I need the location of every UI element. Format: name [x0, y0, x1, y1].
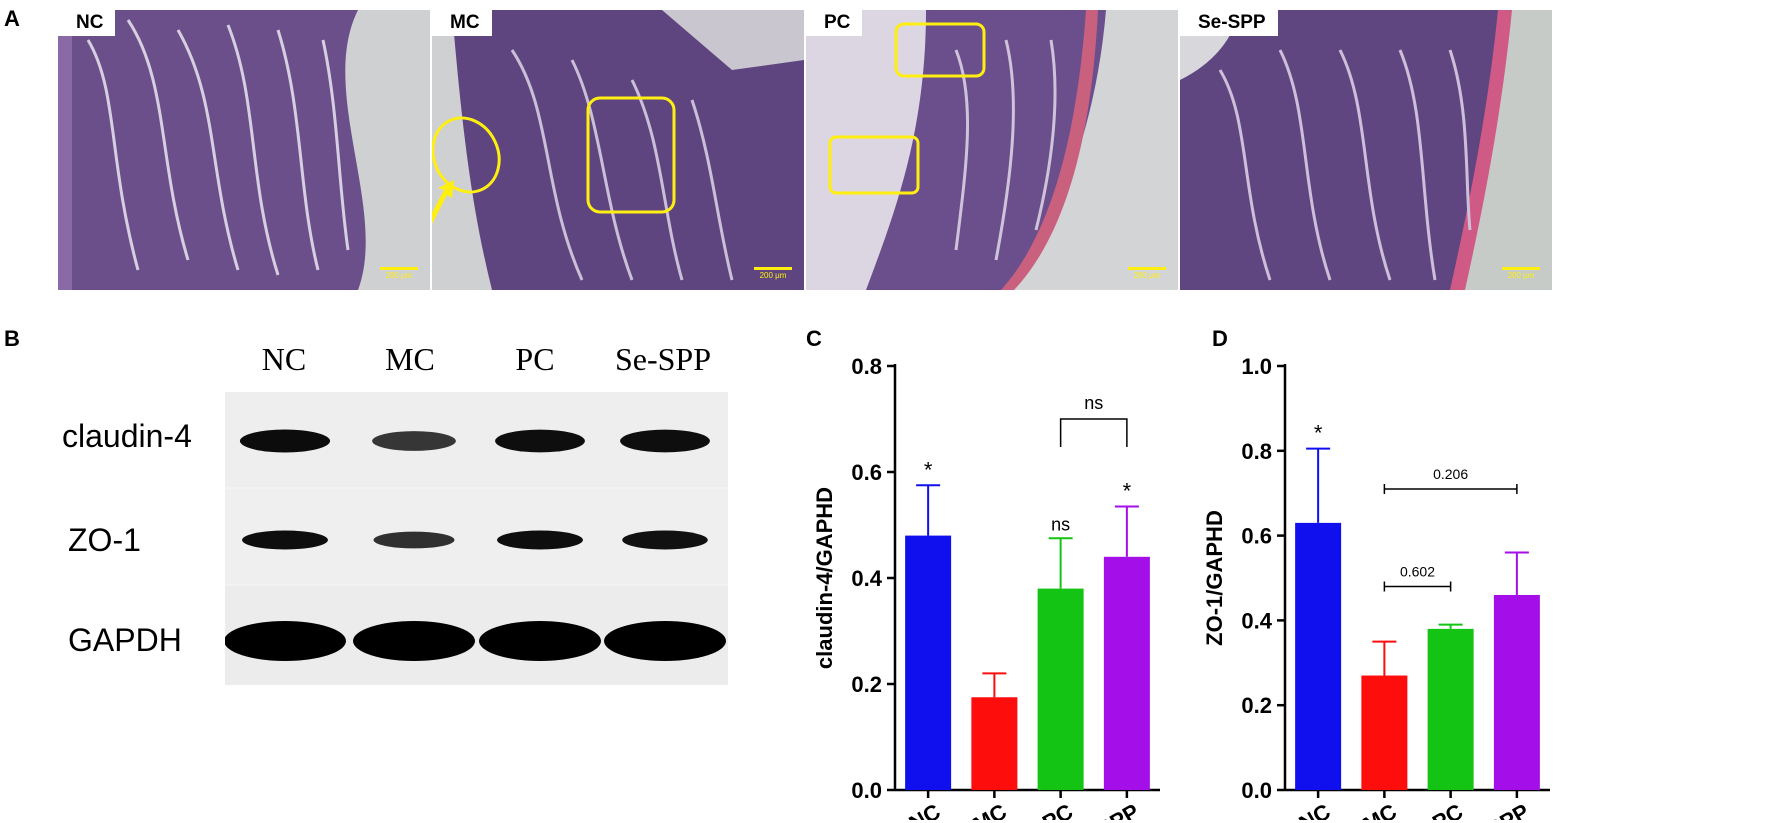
- comparison-label-1: 0.206: [1433, 466, 1468, 482]
- y-tick-label: 0.4: [851, 566, 882, 591]
- x-tick-label-se-spp: Se-SPP: [1063, 799, 1143, 820]
- y-axis-label: claudin-4/GAPHD: [812, 487, 837, 669]
- western-blot-image: [225, 392, 728, 685]
- x-tick-label-mc: MC: [969, 799, 1011, 820]
- bar-nc: [1295, 522, 1342, 790]
- bar-pc: [1427, 628, 1474, 790]
- y-axis-label: ZO-1/GAPHD: [1202, 510, 1227, 646]
- histology-label-pc: PC: [806, 10, 863, 36]
- y-tick-label: 0.6: [851, 460, 882, 485]
- annotation-nc: *: [1314, 421, 1323, 446]
- y-tick-label: 0.2: [851, 672, 882, 697]
- wb-lane-label-mc: MC: [385, 341, 435, 377]
- bar-se-spp: [1493, 594, 1540, 790]
- x-tick-label-se-spp: Se-SPP: [1453, 799, 1533, 820]
- bar-mc: [1361, 675, 1408, 790]
- panel-label-a: A: [4, 6, 20, 31]
- scale-bar-mc: 200 μm: [754, 267, 792, 280]
- wb-lane-label-pc: PC: [515, 341, 555, 377]
- band-gapdh-mc: [353, 621, 475, 661]
- histology-label-nc: NC: [58, 10, 116, 36]
- annotation-se-spp: *: [1123, 478, 1132, 503]
- y-tick-label: 1.0: [1241, 354, 1272, 379]
- band-zo-1-se-spp: [622, 530, 708, 550]
- histology-image-nc: NC 200 μm: [58, 10, 430, 290]
- wb-row-label-gapdh: GAPDH: [68, 622, 182, 658]
- bar-se-spp: [1103, 556, 1150, 790]
- panel-label-b: B: [4, 326, 20, 351]
- wb-row-label-claudin-4: claudin-4: [62, 418, 192, 454]
- bar-mc: [971, 697, 1018, 790]
- histology-label-se-spp: Se-SPP: [1180, 10, 1278, 36]
- band-gapdh-se-spp: [604, 621, 726, 661]
- y-tick-label: 0.4: [1241, 608, 1272, 633]
- wb-lane-label-se-spp: Se-SPP: [614, 341, 712, 377]
- histology-image-pc: PC 200 μm: [806, 10, 1178, 290]
- histology-label-mc: MC: [432, 10, 492, 36]
- scale-bar-nc: 200 μm: [380, 267, 418, 280]
- y-tick-label: 0.8: [1241, 439, 1272, 464]
- y-tick-label: 0.0: [1241, 778, 1272, 803]
- bar-nc: [905, 535, 952, 790]
- bar-pc: [1037, 588, 1084, 790]
- wb-lane-label-nc: NC: [261, 341, 307, 377]
- scale-bar-pc: 200 μm: [1128, 267, 1166, 280]
- band-zo-1-pc: [497, 530, 583, 550]
- comparison-bracket-1: [1383, 483, 1518, 494]
- x-tick-label-nc: NC: [1295, 799, 1335, 820]
- histology-image-se-spp: Se-SPP 200 μm: [1180, 10, 1552, 290]
- band-claudin-4-nc: [239, 429, 331, 453]
- panel-label-c: C: [806, 326, 822, 351]
- comparison-label-0: ns: [1084, 393, 1103, 413]
- band-zo-1-mc: [373, 531, 455, 549]
- comparison-bracket-0: [1383, 581, 1452, 592]
- histology-image-mc: MC 200 μm: [432, 10, 804, 290]
- scale-bar-se-spp: 200 μm: [1502, 267, 1540, 280]
- band-gapdh-nc: [225, 621, 346, 661]
- comparison-label-0: 0.602: [1400, 563, 1435, 579]
- panel-label-d: D: [1212, 326, 1228, 351]
- chart-claudin-4: 0.0 0.2 0.4 0.6 0.8 claudin-4/GAPHD NC MC PCSe-S…: [812, 354, 1160, 820]
- comparison-bracket-0: [1059, 418, 1128, 447]
- band-zo-1-nc: [242, 530, 328, 550]
- x-tick-label-pc: PC: [1428, 799, 1467, 820]
- x-tick-label-nc: NC: [905, 799, 945, 820]
- band-claudin-4-mc: [372, 431, 456, 451]
- band-claudin-4-pc: [495, 429, 585, 453]
- band-gapdh-pc: [479, 621, 601, 661]
- band-claudin-4-se-spp: [620, 429, 710, 453]
- annotation-pc: ns: [1051, 514, 1070, 534]
- annotation-nc: *: [924, 457, 933, 482]
- y-tick-label: 0.0: [851, 778, 882, 803]
- x-tick-label-mc: MC: [1359, 799, 1401, 820]
- chart-zo-1: 0.0 0.2 0.4 0.6 0.8 1.0 ZO-1/GAPHD NC MC PCSe-SPP…: [1202, 354, 1550, 820]
- y-tick-label: 0.2: [1241, 693, 1272, 718]
- x-tick-label-pc: PC: [1038, 799, 1077, 820]
- y-tick-label: 0.8: [851, 354, 882, 379]
- wb-row-label-zo-1: ZO-1: [68, 522, 141, 558]
- y-tick-label: 0.6: [1241, 524, 1272, 549]
